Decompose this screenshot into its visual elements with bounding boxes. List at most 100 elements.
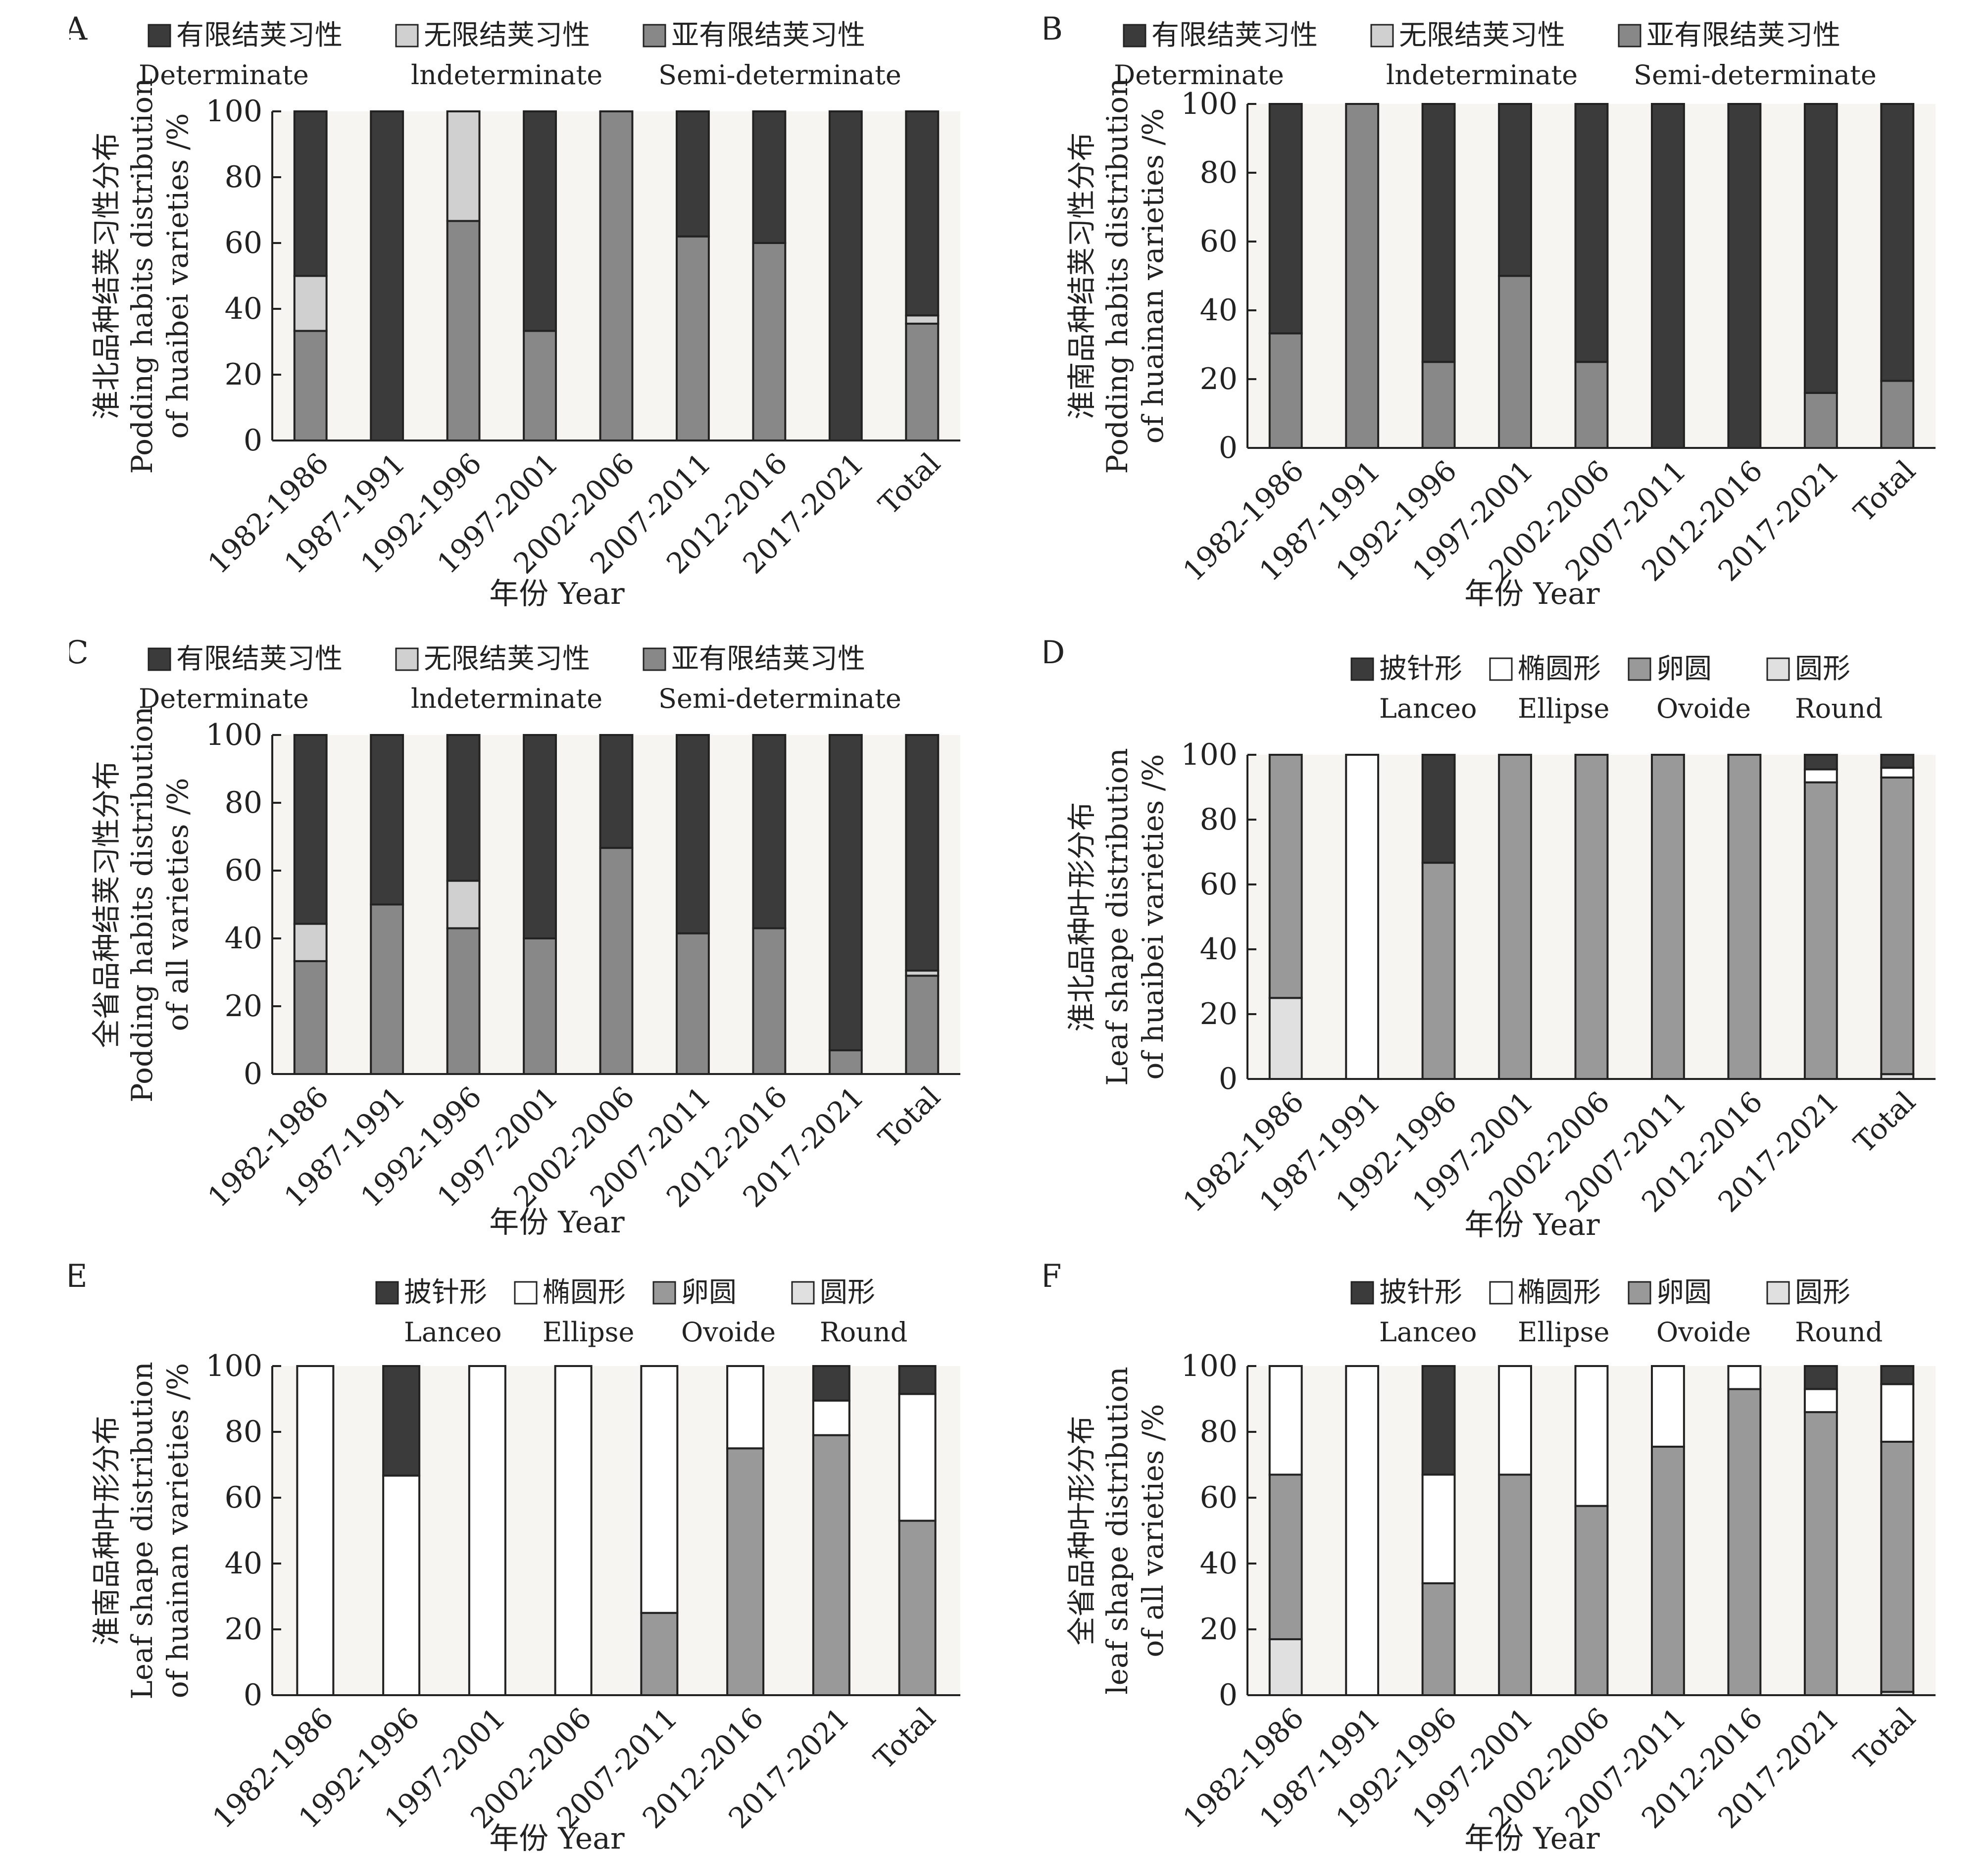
bar-segment-ovoide xyxy=(1498,1473,1532,1696)
bar-segment-ellipse xyxy=(812,1399,850,1436)
panel-letter: C xyxy=(69,635,89,671)
y-axis-label: 淮南品种叶形分布 xyxy=(90,1416,123,1645)
bar-segment-determinate xyxy=(905,110,940,317)
bar-segment-determinate xyxy=(370,734,404,906)
panel-letter: B xyxy=(1044,11,1063,48)
bar-segment-determinate xyxy=(446,734,481,882)
bar-segment-semi_determinate xyxy=(676,932,710,1075)
legend-swatch-ellipse xyxy=(1489,657,1513,681)
y-tick-label: 20 xyxy=(225,357,262,392)
bar-segment-semi_determinate xyxy=(1345,103,1380,449)
panel-a: A 有限结荚习性 Determinate 无限结荚习性 lndeterminate 亚有限… xyxy=(64,5,990,619)
bar-segment-determinate xyxy=(676,110,710,238)
x-tick-label: Total xyxy=(872,446,947,521)
legend-label-en: Ovoide xyxy=(1656,693,1751,724)
legend-label-cn: 卵圆 xyxy=(681,1276,737,1309)
bar-segment-ovoide xyxy=(640,1612,679,1696)
x-tick-label: Total xyxy=(1847,1701,1922,1776)
legend-swatch-determinate xyxy=(148,647,171,671)
bar-segment-semi_determinate xyxy=(446,220,481,441)
y-tick-label: 20 xyxy=(1200,1612,1238,1647)
y-tick-label: 40 xyxy=(225,1546,262,1581)
legend-label-en: Ovoide xyxy=(681,1317,776,1348)
legend-label-en: Round xyxy=(1795,1317,1883,1348)
bar-segment-ellipse xyxy=(898,1393,937,1522)
bar-segment-semi_determinate xyxy=(293,960,328,1076)
y-tick-label: 20 xyxy=(225,989,262,1024)
bar-segment-ovoide xyxy=(1727,1388,1762,1696)
legend-label-cn: 椭圆形 xyxy=(543,1276,626,1309)
legend-swatch-lanceo xyxy=(375,1281,399,1305)
legend-label-en: Determinate xyxy=(139,59,309,91)
legend-label-en: Lanceo xyxy=(404,1317,502,1348)
legend-label-cn: 亚有限结荚习性 xyxy=(671,643,865,675)
y-axis-label: 淮南品种结荚习性分布 xyxy=(1065,132,1098,419)
panel-letter: E xyxy=(69,1258,88,1295)
y-axis-label: of all varieties /% xyxy=(1136,1404,1170,1658)
x-tick-label: Total xyxy=(1847,1085,1922,1160)
bar-segment-ellipse xyxy=(1727,1365,1762,1390)
bar-segment-indeterminate xyxy=(293,923,328,962)
y-tick-label: 0 xyxy=(1219,431,1238,465)
bar-segment-lanceo xyxy=(382,1365,421,1477)
legend-swatch-semi_determinate xyxy=(643,24,666,48)
legend-swatch-indeterminate xyxy=(395,647,419,671)
bar-segment-ovoide xyxy=(1574,754,1609,1080)
bar-segment-determinate xyxy=(293,110,328,277)
y-tick-label: 80 xyxy=(1200,155,1238,190)
legend-label-en: Lanceo xyxy=(1379,1317,1477,1348)
legend-label-cn: 无限结荚习性 xyxy=(1399,19,1565,51)
legend-label-en: Semi-determinate xyxy=(658,683,901,714)
bar-segment-semi_determinate xyxy=(828,1049,863,1075)
y-tick-label: 40 xyxy=(1200,932,1238,967)
y-tick-label: 40 xyxy=(1200,293,1238,328)
bar-segment-determinate xyxy=(1574,103,1609,363)
legend-label-en: Ovoide xyxy=(1656,1317,1751,1348)
bar-segment-lanceo xyxy=(1803,1365,1838,1390)
chart-c: C 有限结荚习性 Determinate 无限结荚习性 lndeterminate 亚有限… xyxy=(64,635,960,1240)
x-axis-label: 年份 Year xyxy=(1464,1208,1600,1242)
bar-segment-ovoide xyxy=(1651,754,1685,1080)
bar-segment-ovoide xyxy=(1880,776,1915,1076)
bar-segment-determinate xyxy=(828,110,863,441)
y-axis-label: of huaibei varieties /% xyxy=(161,113,195,439)
panel-f: F 披针形 Lanceo 椭圆形 Ellipse 卵圆 Ovoide 圆形 Round 0 20 40… xyxy=(1040,1252,1965,1856)
bar-segment-indeterminate xyxy=(446,880,481,930)
legend-swatch-ellipse xyxy=(1489,1281,1513,1305)
y-axis-label: Leaf shape distribution xyxy=(1100,748,1134,1086)
bar-segment-ovoide xyxy=(726,1447,765,1696)
panel-b: B 有限结荚习性 Determinate 无限结荚习性 lndeterminate 亚有限… xyxy=(1040,5,1965,619)
bar-segment-semi_determinate xyxy=(676,235,710,441)
y-axis-label: 全省品种叶形分布 xyxy=(1065,1416,1098,1645)
legend-label-cn: 无限结荚习性 xyxy=(424,643,590,675)
bar-segment-ellipse xyxy=(468,1365,506,1696)
y-tick-label: 80 xyxy=(1200,802,1238,837)
bar-segment-ellipse xyxy=(554,1365,593,1696)
bar-segment-ellipse xyxy=(1345,1365,1380,1696)
bar-segment-semi_determinate xyxy=(523,330,557,441)
legend-swatch-ovoide xyxy=(1628,1281,1651,1305)
bar-segment-ovoide xyxy=(1268,1473,1303,1640)
legend-label-en: Semi-determinate xyxy=(1634,59,1877,91)
bar-segment-ovoide xyxy=(1880,1440,1915,1693)
bar-segment-ovoide xyxy=(1651,1445,1685,1696)
bar-segment-determinate xyxy=(293,734,328,925)
y-tick-label: 20 xyxy=(225,1612,262,1647)
bar-segment-round xyxy=(1268,1638,1303,1697)
legend-label-cn: 椭圆形 xyxy=(1518,1276,1601,1309)
bar-segment-determinate xyxy=(676,734,710,934)
bar-segment-determinate xyxy=(752,734,787,930)
legend-swatch-indeterminate xyxy=(1370,24,1394,48)
bar-segment-round xyxy=(1268,997,1303,1080)
bar-segment-semi_determinate xyxy=(446,927,481,1075)
bar-segment-determinate xyxy=(523,734,557,939)
legend-label-cn: 椭圆形 xyxy=(1518,653,1601,685)
bar-segment-ellipse xyxy=(1803,768,1838,783)
y-tick-label: 60 xyxy=(1200,224,1238,259)
y-axis-label: leaf shape distribution xyxy=(1100,1367,1134,1695)
bar-segment-lanceo xyxy=(1880,1365,1915,1385)
y-tick-label: 80 xyxy=(225,785,262,820)
legend-label-cn: 卵圆 xyxy=(1656,653,1712,685)
bar-segment-determinate xyxy=(1421,103,1456,363)
